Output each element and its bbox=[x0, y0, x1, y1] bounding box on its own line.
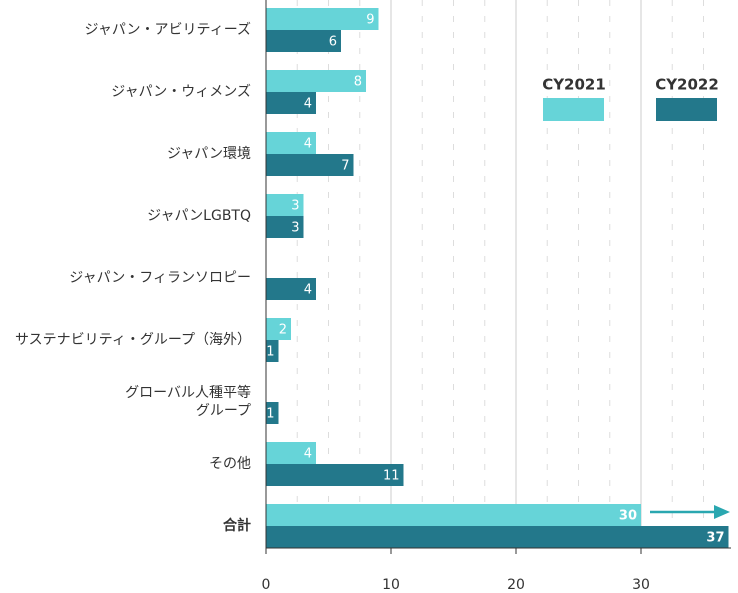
bar bbox=[266, 194, 304, 216]
bar bbox=[266, 8, 379, 30]
legend-swatch bbox=[656, 98, 717, 121]
bar bbox=[266, 464, 404, 486]
value-label: 7 bbox=[341, 159, 349, 174]
value-label: 4 bbox=[304, 283, 312, 298]
x-tick-label: 10 bbox=[382, 577, 400, 593]
category-label: 合計 bbox=[223, 518, 251, 534]
value-label: 37 bbox=[706, 531, 724, 546]
category-label: グローバル人種平等 グループ bbox=[125, 385, 251, 419]
bar bbox=[266, 402, 279, 424]
value-label: 2 bbox=[279, 323, 287, 338]
value-label: 11 bbox=[383, 469, 400, 484]
bar bbox=[266, 216, 304, 238]
value-label: 6 bbox=[329, 35, 337, 50]
value-label: 4 bbox=[304, 137, 312, 152]
bar bbox=[266, 442, 316, 464]
bar bbox=[266, 318, 291, 340]
value-label: 1 bbox=[266, 345, 274, 360]
category-label: ジャパン・フィランソロピー bbox=[69, 270, 251, 286]
bar bbox=[266, 526, 729, 548]
legend-label: CY2022 bbox=[655, 76, 719, 94]
x-tick-label: 0 bbox=[262, 577, 271, 593]
bar bbox=[266, 70, 366, 92]
grid bbox=[296, 0, 704, 548]
bar bbox=[266, 340, 279, 362]
legend-label: CY2021 bbox=[542, 76, 606, 94]
category-label: ジャパン・ウィメンズ bbox=[111, 84, 251, 100]
bar bbox=[266, 278, 316, 300]
value-label: 1 bbox=[266, 407, 274, 422]
bar bbox=[266, 132, 316, 154]
value-label: 8 bbox=[354, 75, 362, 90]
arrow-head bbox=[714, 505, 730, 519]
value-label: 30 bbox=[619, 509, 637, 524]
value-label: 3 bbox=[291, 221, 299, 236]
category-label: その他 bbox=[209, 456, 251, 472]
bar bbox=[266, 92, 316, 114]
category-label: ジャパン環境 bbox=[167, 146, 251, 162]
category-label: ジャパン・アビリティーズ bbox=[84, 22, 251, 38]
bar bbox=[266, 504, 641, 526]
category-label: ジャパンLGBTQ bbox=[147, 208, 251, 224]
bar bbox=[266, 154, 354, 176]
value-label: 9 bbox=[366, 13, 374, 28]
value-label: 4 bbox=[304, 97, 312, 112]
value-label: 3 bbox=[291, 199, 299, 214]
value-label: 4 bbox=[304, 447, 312, 462]
x-tick-label: 20 bbox=[507, 577, 525, 593]
category-label: サステナビリティ・グループ（海外） bbox=[14, 332, 251, 348]
bar bbox=[266, 30, 341, 52]
legend-swatch bbox=[543, 98, 604, 121]
x-tick-label: 30 bbox=[632, 577, 650, 593]
